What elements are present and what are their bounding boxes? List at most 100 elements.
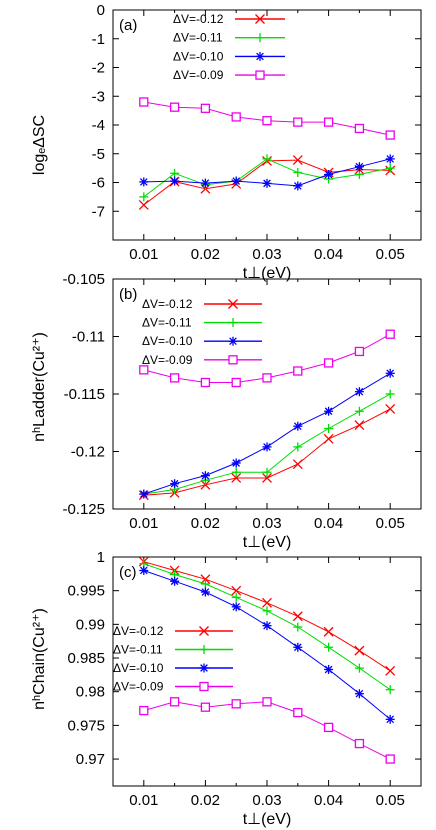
legend-label: ΔV=-0.09	[113, 680, 164, 694]
panel-c: 0.01 0.02 0.03 0.04 0.05 1 0.995 0.99 0.985 0.98 0…	[31, 549, 422, 828]
panel-b: 0.01 0.02 0.03 0.04 0.05 -0.105 -0.11 -0.115 -0.…	[31, 271, 422, 551]
data-point-stroke-2	[385, 665, 396, 676]
data-point	[231, 472, 242, 483]
data-point	[200, 479, 211, 490]
data-point	[385, 665, 396, 676]
y-tick-label: 0.985	[67, 650, 105, 667]
legend-marker	[255, 33, 265, 43]
data-point	[231, 112, 241, 122]
data-point	[324, 642, 334, 652]
data-point-stroke-4	[386, 369, 395, 378]
y-tick-label: 0.995	[67, 583, 105, 600]
legend-marker	[228, 318, 238, 328]
x-tick-label: 0.03	[252, 515, 281, 532]
data-point	[262, 472, 272, 483]
data-point	[231, 602, 241, 612]
y-tick-label: -3	[92, 88, 105, 105]
panel-tag: (a)	[119, 17, 137, 34]
y-axis-title: logₑΔSC	[31, 115, 48, 175]
y-tick-label: 0.98	[76, 684, 105, 701]
data-point	[354, 123, 365, 134]
legend-marker	[228, 336, 238, 346]
legend-marker	[255, 51, 265, 61]
data-point	[385, 714, 395, 724]
series-plus	[139, 154, 395, 202]
data-point-stroke-2	[231, 585, 242, 596]
data-point	[293, 707, 303, 718]
data-point-stroke-4	[201, 179, 210, 187]
legend-entry: ΔV=-0.09	[173, 68, 285, 82]
data-point	[231, 377, 241, 388]
legend-entry: ΔV=-0.11	[173, 31, 285, 45]
legend-label: ΔV=-0.09	[142, 353, 193, 367]
data-point-stroke-4	[139, 178, 148, 186]
data-point-stroke-4	[355, 689, 364, 698]
data-point	[262, 178, 272, 188]
data-point-stroke-4	[355, 162, 364, 171]
y-tick-label: -0.11	[72, 329, 105, 346]
data-point-stroke-2	[262, 597, 272, 608]
data-point	[262, 467, 272, 477]
data-point-stroke-4	[324, 170, 333, 179]
series-plus	[139, 559, 395, 695]
legend-entry: ΔV=-0.11	[142, 316, 262, 330]
legend-marker-stroke-4	[256, 52, 264, 61]
data-point	[385, 163, 395, 173]
y-tick-label: -0.12	[71, 444, 105, 461]
legend-marker-stroke-2	[228, 299, 238, 309]
data-point	[323, 358, 334, 368]
data-point-stroke-2	[200, 574, 211, 585]
data-point	[139, 192, 149, 202]
legend-marker	[199, 645, 209, 654]
legend-marker	[199, 663, 209, 673]
y-tick-label: 0	[97, 2, 105, 19]
legend-entry: ΔV=-0.10	[173, 49, 285, 63]
data-point-stroke-4	[386, 155, 395, 163]
legend-entry: ΔV=-0.12	[142, 297, 262, 311]
y-tick-label: -2	[92, 60, 105, 77]
data-point-stroke-4	[324, 665, 333, 674]
data-point-stroke-4	[170, 479, 179, 488]
data-point	[262, 373, 272, 383]
series-square	[139, 97, 395, 140]
data-point	[169, 697, 180, 707]
y-tick-label: -1	[92, 31, 105, 48]
data-point	[293, 117, 303, 127]
data-point-stroke-4	[293, 182, 302, 190]
x-tick-label: 0.01	[129, 792, 158, 809]
x-tick-label: 0.03	[252, 246, 281, 263]
data-point	[292, 155, 303, 166]
legend-marker-stroke-4	[200, 664, 208, 672]
data-point	[354, 387, 364, 397]
series-square	[139, 697, 395, 764]
data-point	[262, 442, 272, 452]
series-star	[139, 154, 395, 191]
data-point-stroke-4	[139, 566, 148, 575]
data-point-stroke-2	[323, 626, 334, 637]
series-square	[139, 329, 395, 388]
legend-label: ΔV=-0.11	[173, 31, 223, 45]
y-tick-label: -5	[92, 146, 105, 163]
data-point	[293, 442, 303, 452]
data-point-stroke-2	[354, 420, 365, 431]
data-point	[200, 377, 211, 388]
data-point	[324, 424, 334, 433]
data-point	[262, 597, 272, 608]
panel-tag: (c)	[119, 564, 137, 581]
data-point	[292, 459, 303, 470]
data-point-stroke-4	[355, 387, 364, 396]
y-tick-label: -4	[92, 117, 105, 134]
data-point-stroke-2	[292, 459, 303, 470]
x-tick-label: 0.04	[314, 792, 343, 809]
data-point	[139, 565, 149, 575]
data-point	[385, 154, 395, 164]
data-point	[170, 168, 180, 178]
data-point-stroke-4	[170, 577, 179, 586]
data-point-stroke-4	[232, 177, 241, 185]
x-tick-label: 0.03	[252, 792, 281, 809]
data-point	[139, 705, 149, 716]
legend-label: ΔV=-0.11	[142, 316, 192, 330]
data-point	[231, 592, 241, 602]
y-tick-label: 0.975	[67, 717, 105, 734]
data-point	[293, 421, 303, 431]
